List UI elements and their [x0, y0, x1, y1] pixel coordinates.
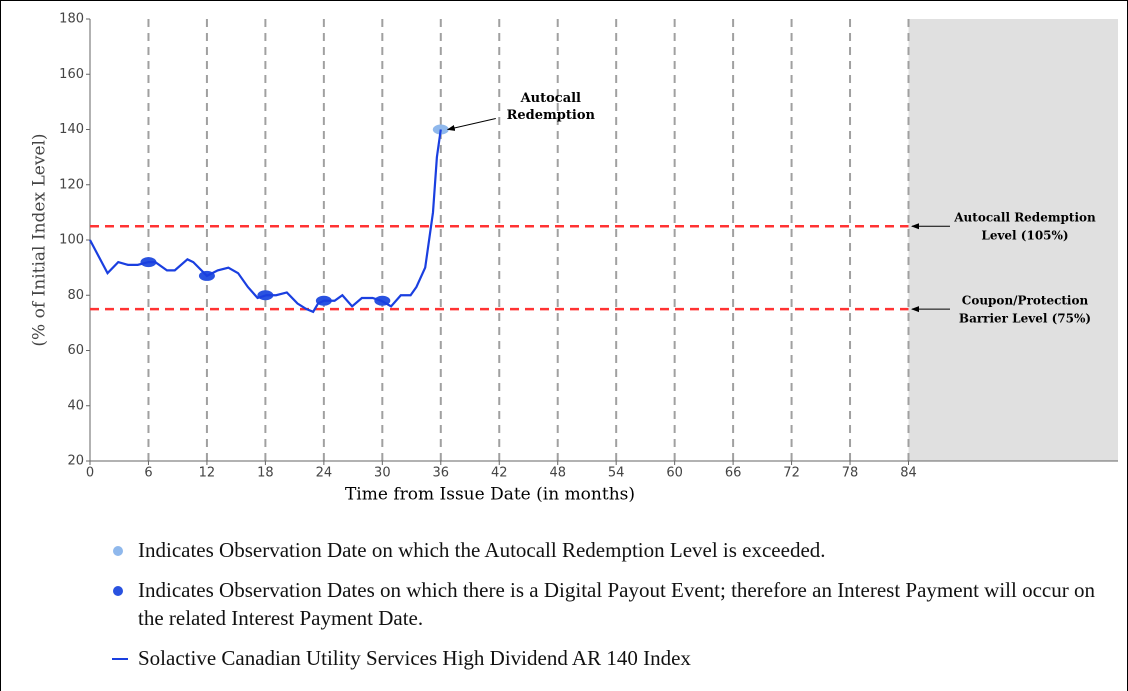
reference-label: Level (105%) [981, 229, 1068, 243]
x-tick-label: 36 [433, 466, 450, 481]
legend-item: Indicates Observation Date on which the … [113, 536, 1110, 564]
index-line [89, 129, 442, 314]
y-tick-label: 100 [59, 233, 84, 248]
legend-swatch [113, 546, 123, 556]
x-tick-label: 6 [144, 466, 152, 481]
x-tick-label: 60 [666, 466, 683, 481]
x-tick-label: 0 [86, 466, 94, 481]
reference-label: Barrier Level (75%) [959, 312, 1091, 326]
y-tick-label: 20 [67, 454, 84, 469]
legend-icon [113, 546, 123, 556]
x-tick-label: 24 [316, 466, 333, 481]
legend-label: Indicates Observation Date on which the … [138, 538, 826, 562]
reference-label: Autocall Redemption [953, 211, 1096, 225]
shaded-region [908, 19, 1118, 461]
x-tick-label: 66 [725, 466, 742, 481]
y-tick-label: 140 [59, 122, 84, 137]
legend-swatch [113, 586, 123, 596]
legend-item: Solactive Canadian Utility Services High… [112, 644, 1110, 672]
y-tick-label: 40 [67, 398, 84, 413]
legend-item: Indicates Observation Dates on which the… [113, 576, 1110, 632]
x-tick-label: 54 [608, 466, 625, 481]
legend-icon [113, 586, 123, 596]
x-tick-label: 30 [374, 466, 391, 481]
x-tick-label: 42 [491, 466, 508, 481]
y-tick-label: 180 [59, 12, 84, 27]
x-axis-title: Time from Issue Date (in months) [345, 485, 635, 505]
x-tick-label: 72 [783, 466, 800, 481]
x-tick-label: 84 [900, 466, 917, 481]
y-tick-label: 80 [67, 288, 84, 303]
reference-label: Coupon/Protection [962, 294, 1089, 308]
legend-label: Solactive Canadian Utility Services High… [138, 646, 691, 670]
x-tick-label: 18 [257, 466, 274, 481]
annotation-arrow [446, 118, 496, 131]
annotation-text: Redemption [507, 108, 596, 123]
y-tick-label: 160 [59, 67, 84, 82]
x-tick-label: 48 [549, 466, 566, 481]
y-tick-label: 120 [59, 177, 84, 192]
y-tick-label: 60 [67, 343, 84, 358]
x-tick-label: 12 [199, 466, 216, 481]
legend: Indicates Observation Date on which the … [112, 536, 1110, 684]
legend-label: Indicates Observation Dates on which the… [138, 578, 1095, 630]
legend-icon [112, 658, 128, 660]
x-tick-label: 78 [842, 466, 859, 481]
annotation-text: Autocall [520, 91, 581, 106]
y-axis-title: (% of Initial Index Level) [30, 133, 50, 346]
